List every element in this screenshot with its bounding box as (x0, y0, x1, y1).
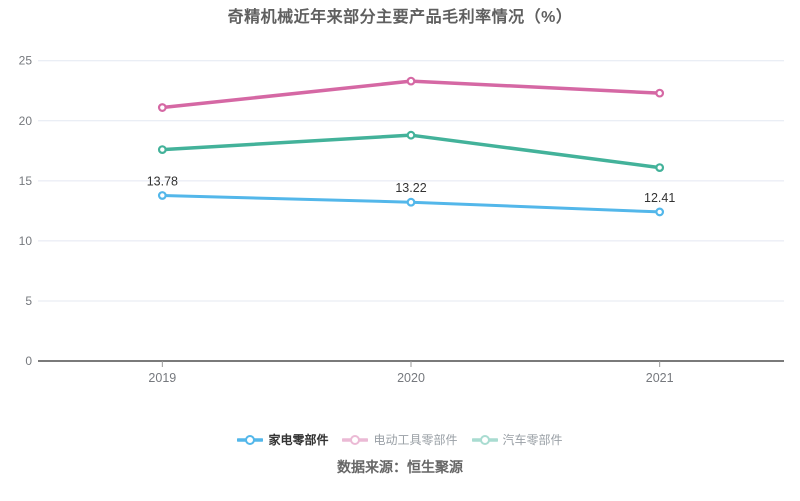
legend-item-家电零部件[interactable]: 家电零部件 (237, 431, 328, 449)
y-tick-label: 10 (19, 234, 33, 248)
data-point[interactable] (406, 130, 416, 140)
legend-line-marker-icon (342, 435, 369, 445)
data-point[interactable] (406, 197, 416, 207)
y-tick-label: 0 (25, 354, 32, 368)
data-point[interactable] (157, 145, 167, 154)
series-line (160, 133, 662, 170)
legend-item-汽车零部件[interactable]: 汽车零部件 (471, 431, 563, 449)
y-tick-label: 20 (19, 114, 33, 128)
x-tick-label: 2019 (148, 371, 176, 385)
data-label: 13.22 (395, 181, 426, 195)
x-tick-label: 2021 (646, 371, 674, 385)
y-tick-label: 5 (25, 294, 32, 308)
data-label: 12.41 (644, 191, 675, 205)
legend-label: 汽车零部件 (502, 433, 563, 447)
chart-legend: 家电零部件 电动工具零部件 汽车零部件 (0, 431, 800, 449)
data-point[interactable] (655, 88, 665, 98)
chart-title: 奇精机械近年来部分主要产品毛利率情况（%） (227, 9, 573, 26)
data-point[interactable] (157, 103, 167, 112)
legend-label: 电动工具零部件 (373, 433, 458, 447)
data-label: 13.78 (147, 174, 178, 188)
data-point[interactable] (406, 76, 416, 86)
line-chart: 0 5 10 15 20 25 2019 2020 2021 13.78 13.22 12.41 (19, 54, 784, 385)
data-point[interactable] (157, 191, 167, 200)
legend-item-电动工具零部件[interactable]: 电动工具零部件 (342, 431, 458, 449)
legend-line-marker-icon (471, 435, 498, 445)
data-source-label: 数据来源：恒生聚源 (337, 459, 463, 475)
legend-line-marker-icon (237, 435, 264, 445)
legend-label: 家电零部件 (268, 433, 329, 447)
data-point[interactable] (655, 207, 665, 217)
x-tick-label: 2020 (397, 371, 425, 385)
data-point[interactable] (655, 163, 665, 173)
y-tick-label: 15 (19, 174, 33, 188)
y-tick-label: 25 (19, 54, 33, 68)
